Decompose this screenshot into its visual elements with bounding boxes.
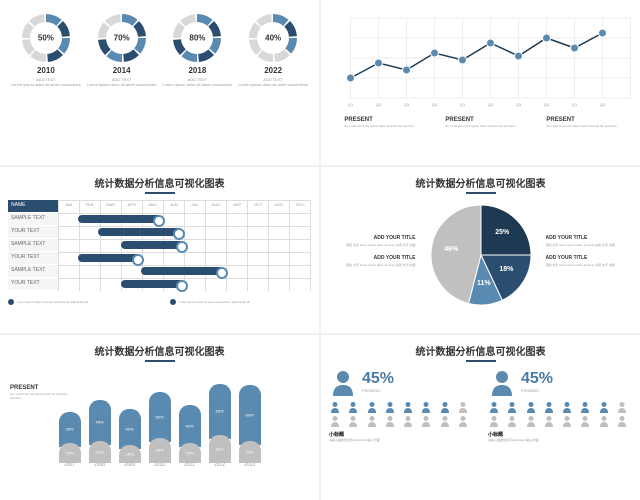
title: 统计数据分析信息可视化图表 — [329, 175, 632, 190]
bar-col: 35%20%2007 — [59, 369, 81, 468]
svg-text:25%: 25% — [495, 229, 510, 236]
svg-text:Q1: Q1 — [348, 102, 354, 107]
bar-col: 42%20%2011 — [179, 369, 201, 468]
svg-text:46%: 46% — [444, 247, 459, 254]
gantt-bar — [78, 215, 161, 223]
gantt-bar — [121, 280, 184, 288]
gantt-bar — [141, 267, 224, 275]
line-panel: Q1 Q2 Q3 Q4 Q1 Q2 Q3 Q4 Q1 Q2 PRESENTSo I said lo… — [321, 0, 640, 165]
svg-text:Q1: Q1 — [572, 102, 578, 107]
svg-text:Q2: Q2 — [376, 102, 382, 107]
bar-panel: 统计数据分析信息可视化图表 PRESENT So I said lorem th… — [0, 335, 319, 500]
gantt-bar — [121, 241, 184, 249]
present-item: PRESENTSo I said lorem the ipsum dolor s… — [344, 117, 414, 129]
donut-2010: 50%2010ADD TEXTLorem ipsum dolor sit ame… — [11, 13, 81, 87]
svg-text:Q2: Q2 — [600, 102, 606, 107]
gantt-panel: 统计数据分析信息可视化图表 NAMESAMPLE TEXTYOUR TEXTSA… — [0, 167, 319, 332]
title: 统计数据分析信息可视化图表 — [329, 343, 632, 358]
present-item: PRESENTSo I said lorem the ipsum dolor s… — [445, 117, 515, 129]
bar-col: 60%22%2013 — [239, 369, 261, 468]
gantt-bar — [98, 228, 181, 236]
bar-col: 55%28%2012 — [209, 369, 231, 468]
donut-2018: 80%2018ADD TEXTLorem ipsum dolor sit ame… — [162, 13, 232, 87]
bar-col: 40%18%2009 — [119, 369, 141, 468]
people-col: 45%FROM201小标题请输入描述性文字description输入内容 — [329, 368, 473, 442]
svg-text:18%: 18% — [499, 266, 514, 273]
svg-text:11%: 11% — [477, 280, 491, 287]
bar-col: 50%25%2010 — [149, 369, 171, 468]
people-col: 45%FROM201小标题请输入描述性文字description输入内容 — [488, 368, 632, 442]
donut-2022: 40%2022ADD TEXTLorem ipsum dolor sit ame… — [238, 13, 308, 87]
donut-2014: 70%2014ADD TEXTLorem ipsum dolor sit ame… — [87, 13, 157, 87]
people-panel: 统计数据分析信息可视化图表 45%FROM201小标题请输入描述性文字descr… — [321, 335, 640, 500]
pie-panel: 统计数据分析信息可视化图表 ADD YOUR TITLE 添加 文字 lorem… — [321, 167, 640, 332]
present-item: PRESENTSo I said lorem the ipsum dolor s… — [546, 117, 616, 129]
svg-text:Q3: Q3 — [404, 102, 410, 107]
svg-text:Q4: Q4 — [544, 102, 550, 107]
gantt-bar — [78, 254, 141, 262]
svg-text:Q1: Q1 — [460, 102, 466, 107]
svg-text:Q2: Q2 — [488, 102, 494, 107]
bar-col: 45%22%2008 — [89, 369, 111, 468]
svg-text:Q4: Q4 — [432, 102, 438, 107]
title: 统计数据分析信息可视化图表 — [8, 175, 311, 190]
donut-panel: 50%2010ADD TEXTLorem ipsum dolor sit ame… — [0, 0, 319, 165]
svg-text:Q3: Q3 — [516, 102, 522, 107]
title: 统计数据分析信息可视化图表 — [8, 343, 311, 358]
